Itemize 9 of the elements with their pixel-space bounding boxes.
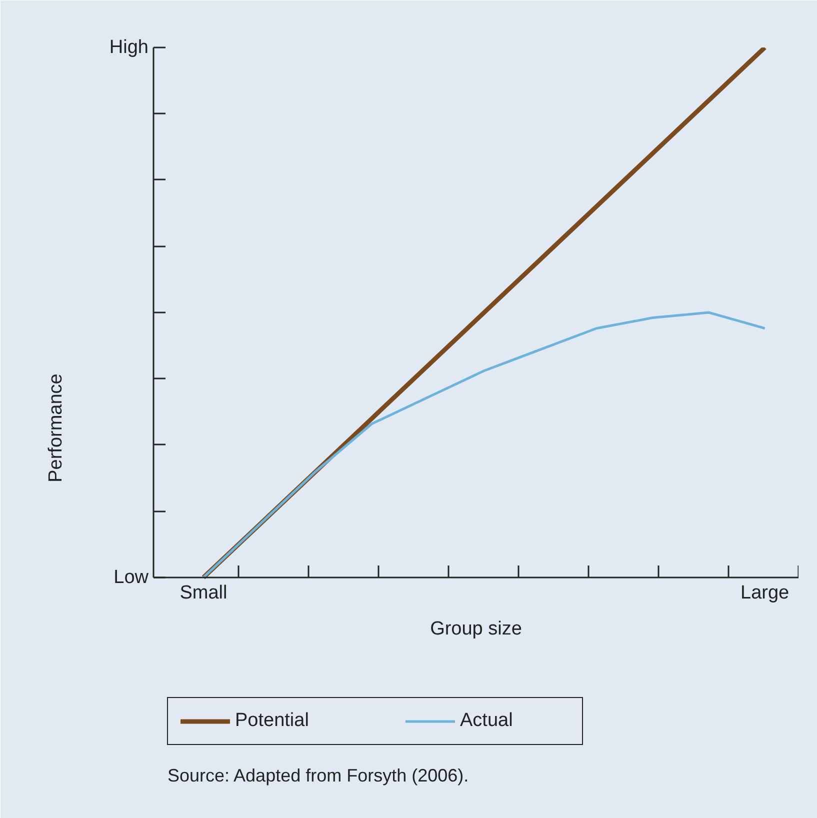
x-tick-label: Small <box>180 582 228 604</box>
x-tick-label: Large <box>740 582 790 604</box>
legend-label: Potential <box>235 710 310 732</box>
source-note: Source: Adapted from Forsyth (2006). <box>168 766 469 786</box>
text: High <box>109 37 148 58</box>
text: Low <box>114 566 149 588</box>
legend-label: Actual <box>460 710 514 732</box>
y-axis-title: Performance <box>45 374 66 482</box>
x-axis-title: Group size <box>430 618 522 640</box>
